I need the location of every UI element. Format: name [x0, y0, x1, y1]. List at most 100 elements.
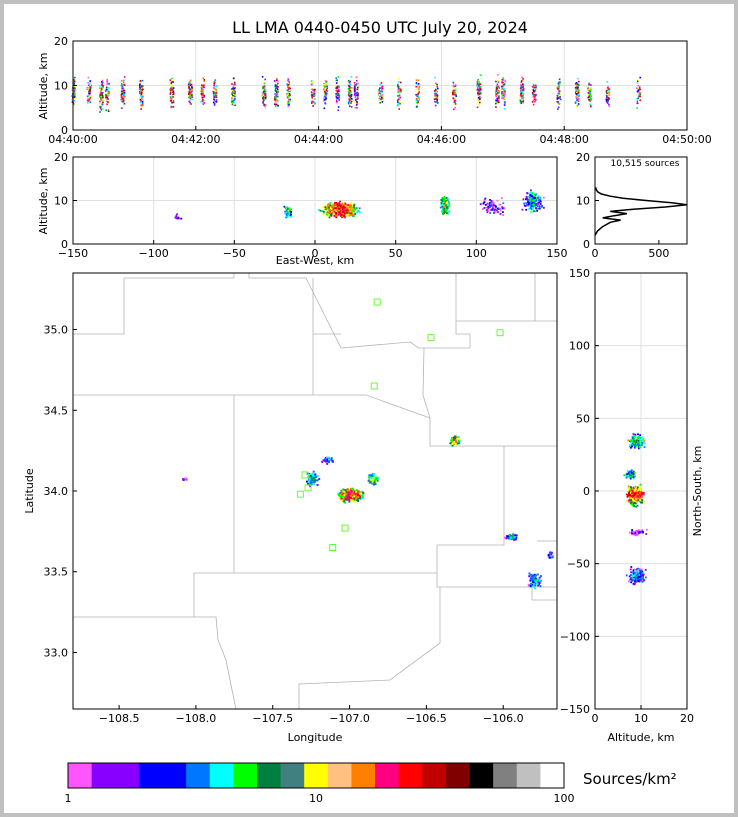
p2-data [174, 189, 545, 220]
source-point [638, 487, 641, 490]
source-point [330, 458, 332, 461]
source-point [233, 91, 235, 93]
source-point [578, 98, 580, 100]
source-point [400, 90, 402, 93]
source-point [232, 87, 234, 90]
source-point [501, 78, 503, 81]
source-point [120, 107, 123, 109]
source-point [231, 101, 233, 104]
source-point [495, 100, 497, 102]
source-point [314, 88, 316, 91]
source-point [190, 96, 193, 98]
source-point [497, 89, 500, 92]
source-point [534, 204, 537, 207]
source-point [200, 91, 203, 94]
source-point [587, 93, 589, 95]
source-point [306, 480, 309, 483]
source-point [636, 572, 639, 575]
source-point [326, 84, 328, 87]
source-point [99, 111, 101, 113]
source-point [337, 97, 339, 99]
source-point [528, 199, 530, 201]
source-point [312, 93, 315, 96]
source-point [492, 205, 495, 208]
source-point [349, 203, 352, 206]
source-point [441, 200, 444, 202]
source-point [231, 83, 233, 85]
source-point [415, 98, 418, 100]
source-point [536, 582, 539, 585]
source-point [324, 90, 326, 93]
source-point [630, 500, 633, 503]
source-point [632, 533, 635, 536]
source-point [496, 199, 499, 202]
source-point [74, 76, 76, 79]
source-point [348, 500, 351, 503]
source-point [417, 92, 420, 95]
source-point [636, 86, 639, 89]
source-point [458, 438, 461, 441]
source-point [434, 84, 437, 87]
source-point [348, 492, 351, 494]
source-point [336, 90, 339, 93]
source-point [191, 86, 193, 88]
source-point [637, 580, 640, 582]
source-point [213, 82, 215, 85]
source-point [180, 217, 183, 220]
source-point [558, 91, 560, 93]
source-point [636, 82, 639, 84]
source-point [274, 99, 276, 101]
source-point [524, 205, 527, 207]
source-point [447, 198, 450, 200]
source-point [349, 97, 352, 99]
source-point [122, 87, 124, 90]
source-point [436, 100, 438, 102]
source-point [308, 478, 311, 481]
source-point [415, 86, 417, 88]
source-point [169, 79, 172, 81]
source-point [341, 212, 343, 215]
source-point [340, 499, 343, 502]
source-point [588, 83, 590, 85]
source-point [454, 97, 456, 99]
source-point [348, 85, 351, 87]
source-point [231, 88, 234, 91]
source-point [286, 206, 288, 209]
source-point [325, 98, 327, 101]
source-point [536, 209, 538, 212]
source-point [357, 86, 359, 89]
source-point [338, 209, 340, 212]
source-point [336, 97, 338, 99]
source-point [514, 538, 517, 541]
source-point [633, 439, 635, 442]
source-point [234, 83, 236, 86]
source-point [327, 214, 330, 216]
source-point [139, 82, 141, 85]
source-point [504, 92, 506, 95]
source-point [625, 476, 628, 479]
source-point [359, 497, 362, 500]
source-point [636, 496, 639, 498]
source-point [345, 209, 347, 212]
source-point [640, 444, 643, 446]
source-point [170, 88, 173, 90]
source-point [588, 98, 590, 101]
source-point [212, 90, 215, 93]
source-point [489, 212, 492, 214]
source-point [538, 199, 540, 202]
source-point [534, 90, 537, 92]
source-point [100, 99, 103, 101]
source-point [454, 92, 456, 95]
source-point [274, 85, 276, 88]
source-point [452, 85, 455, 88]
source-point [451, 439, 453, 442]
source-point [215, 96, 218, 99]
source-point [355, 104, 358, 106]
source-point [527, 196, 530, 198]
source-point [332, 212, 335, 215]
source-point [606, 81, 609, 83]
source-point [443, 198, 446, 201]
source-point [313, 480, 316, 483]
source-point [71, 95, 73, 97]
source-point [331, 207, 334, 209]
